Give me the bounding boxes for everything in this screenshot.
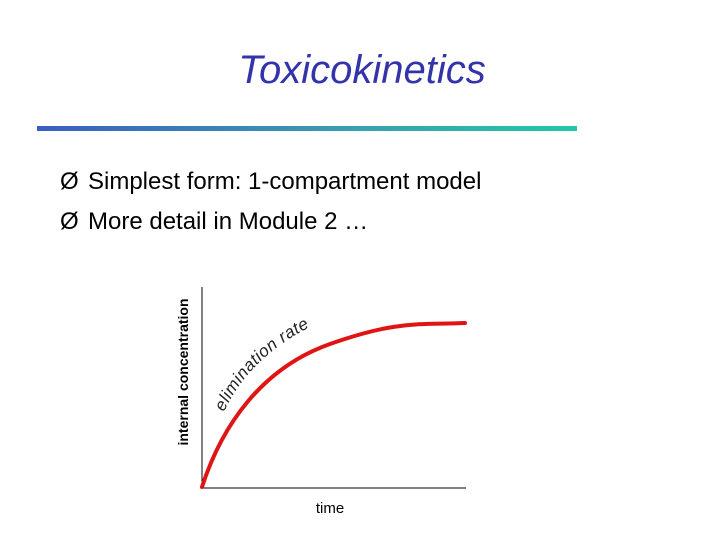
curve-annotation-path: elimination rate	[211, 314, 312, 414]
title-rule	[37, 126, 577, 131]
slide-title: Toxicokinetics	[238, 48, 486, 92]
bullet-text: Simplest form: 1-compartment model	[88, 168, 481, 195]
bullet-marker: Ø	[60, 168, 79, 195]
bullet-text: More detail in Module 2 …	[88, 208, 368, 235]
y-axis-label: internal concentration	[175, 298, 191, 445]
bullet-marker: Ø	[60, 208, 79, 235]
x-axis-label: time	[316, 500, 344, 517]
curve-annotation: elimination rate	[211, 314, 312, 414]
curve	[200, 321, 467, 489]
